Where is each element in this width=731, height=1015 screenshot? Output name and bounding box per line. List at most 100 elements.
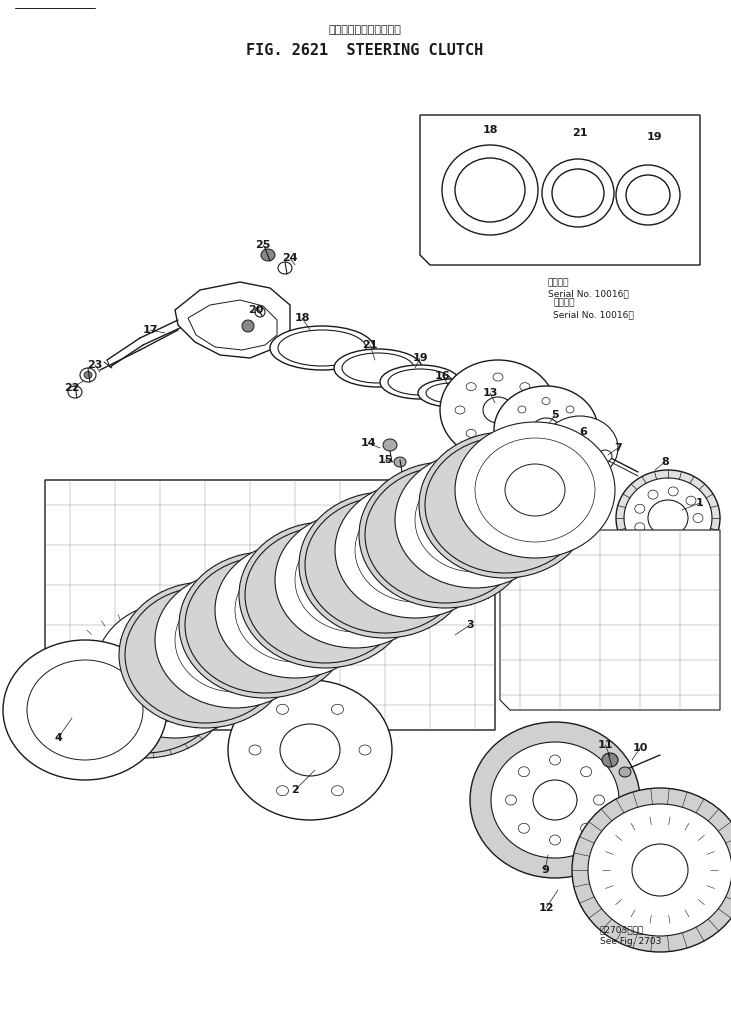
- Text: 15: 15: [377, 455, 393, 465]
- Text: 19: 19: [647, 132, 663, 142]
- Ellipse shape: [520, 429, 530, 437]
- Text: 9: 9: [541, 865, 549, 875]
- Ellipse shape: [624, 478, 712, 558]
- Ellipse shape: [635, 504, 645, 514]
- Ellipse shape: [175, 588, 295, 692]
- Ellipse shape: [466, 429, 476, 437]
- Ellipse shape: [175, 629, 235, 681]
- Ellipse shape: [550, 755, 561, 765]
- Ellipse shape: [568, 438, 592, 458]
- Ellipse shape: [278, 330, 366, 366]
- Ellipse shape: [359, 745, 371, 755]
- Ellipse shape: [552, 170, 604, 217]
- Ellipse shape: [598, 450, 612, 462]
- Ellipse shape: [440, 360, 556, 460]
- Ellipse shape: [331, 704, 344, 715]
- Ellipse shape: [275, 512, 435, 648]
- Ellipse shape: [84, 371, 92, 379]
- Ellipse shape: [668, 540, 678, 549]
- Ellipse shape: [365, 467, 525, 603]
- Ellipse shape: [619, 767, 631, 777]
- Text: 8: 8: [661, 457, 669, 467]
- Ellipse shape: [270, 326, 374, 370]
- Ellipse shape: [325, 554, 385, 606]
- Ellipse shape: [594, 795, 605, 805]
- Ellipse shape: [27, 660, 143, 760]
- Ellipse shape: [580, 823, 591, 833]
- Ellipse shape: [616, 470, 720, 566]
- Ellipse shape: [686, 496, 696, 505]
- Ellipse shape: [215, 542, 375, 678]
- Text: 3: 3: [466, 620, 474, 630]
- Ellipse shape: [265, 584, 325, 636]
- Ellipse shape: [235, 599, 295, 651]
- Ellipse shape: [648, 500, 688, 536]
- Ellipse shape: [334, 349, 422, 387]
- Ellipse shape: [506, 795, 517, 805]
- Ellipse shape: [415, 468, 535, 572]
- Ellipse shape: [342, 353, 414, 383]
- Ellipse shape: [455, 422, 615, 558]
- Ellipse shape: [425, 437, 585, 573]
- Ellipse shape: [470, 722, 640, 878]
- Ellipse shape: [145, 644, 205, 696]
- Ellipse shape: [566, 406, 574, 413]
- Ellipse shape: [532, 418, 560, 442]
- Text: 22: 22: [64, 383, 80, 393]
- Ellipse shape: [3, 640, 167, 780]
- Ellipse shape: [335, 482, 495, 618]
- Ellipse shape: [419, 432, 591, 578]
- Ellipse shape: [261, 249, 275, 261]
- Ellipse shape: [380, 365, 460, 399]
- Ellipse shape: [68, 386, 82, 398]
- Text: FIG. 2621  STEERING CLUTCH: FIG. 2621 STEERING CLUTCH: [246, 43, 484, 58]
- Ellipse shape: [493, 439, 503, 447]
- Ellipse shape: [505, 464, 565, 516]
- Ellipse shape: [580, 766, 591, 776]
- Ellipse shape: [228, 680, 392, 820]
- Ellipse shape: [491, 742, 619, 858]
- Ellipse shape: [542, 416, 618, 480]
- Ellipse shape: [445, 494, 505, 546]
- Ellipse shape: [179, 552, 351, 698]
- Polygon shape: [175, 282, 290, 358]
- Ellipse shape: [235, 558, 355, 662]
- Text: ステアリング　クラッチ: ステアリング クラッチ: [328, 25, 401, 35]
- Ellipse shape: [242, 320, 254, 332]
- Ellipse shape: [542, 398, 550, 405]
- Ellipse shape: [518, 406, 526, 413]
- Text: 23: 23: [87, 360, 102, 370]
- Text: 適用号機
Serial No. 10016～: 適用号機 Serial No. 10016～: [553, 298, 634, 320]
- Ellipse shape: [550, 835, 561, 845]
- Ellipse shape: [355, 498, 475, 602]
- Ellipse shape: [668, 487, 678, 496]
- Ellipse shape: [278, 262, 292, 274]
- Text: 第2703図参照
See Fig. 2703: 第2703図参照 See Fig. 2703: [600, 925, 662, 947]
- Polygon shape: [45, 480, 495, 730]
- Ellipse shape: [602, 753, 618, 767]
- Ellipse shape: [295, 569, 355, 621]
- Ellipse shape: [415, 509, 475, 561]
- Ellipse shape: [626, 175, 670, 215]
- Ellipse shape: [493, 373, 503, 381]
- Ellipse shape: [475, 479, 535, 531]
- Ellipse shape: [648, 537, 658, 546]
- Ellipse shape: [426, 383, 478, 403]
- Text: 25: 25: [255, 240, 270, 250]
- Ellipse shape: [531, 406, 541, 414]
- Ellipse shape: [518, 823, 529, 833]
- Text: 19: 19: [412, 353, 428, 363]
- Ellipse shape: [359, 462, 531, 608]
- Ellipse shape: [115, 659, 175, 710]
- Ellipse shape: [520, 383, 530, 391]
- Ellipse shape: [115, 618, 235, 722]
- Text: 21: 21: [363, 340, 378, 350]
- Ellipse shape: [299, 492, 471, 638]
- Text: 7: 7: [614, 443, 622, 453]
- Ellipse shape: [185, 557, 345, 693]
- Ellipse shape: [249, 745, 261, 755]
- Polygon shape: [420, 115, 700, 265]
- Ellipse shape: [95, 602, 255, 738]
- Text: 2: 2: [291, 785, 299, 795]
- Text: 16: 16: [435, 371, 451, 381]
